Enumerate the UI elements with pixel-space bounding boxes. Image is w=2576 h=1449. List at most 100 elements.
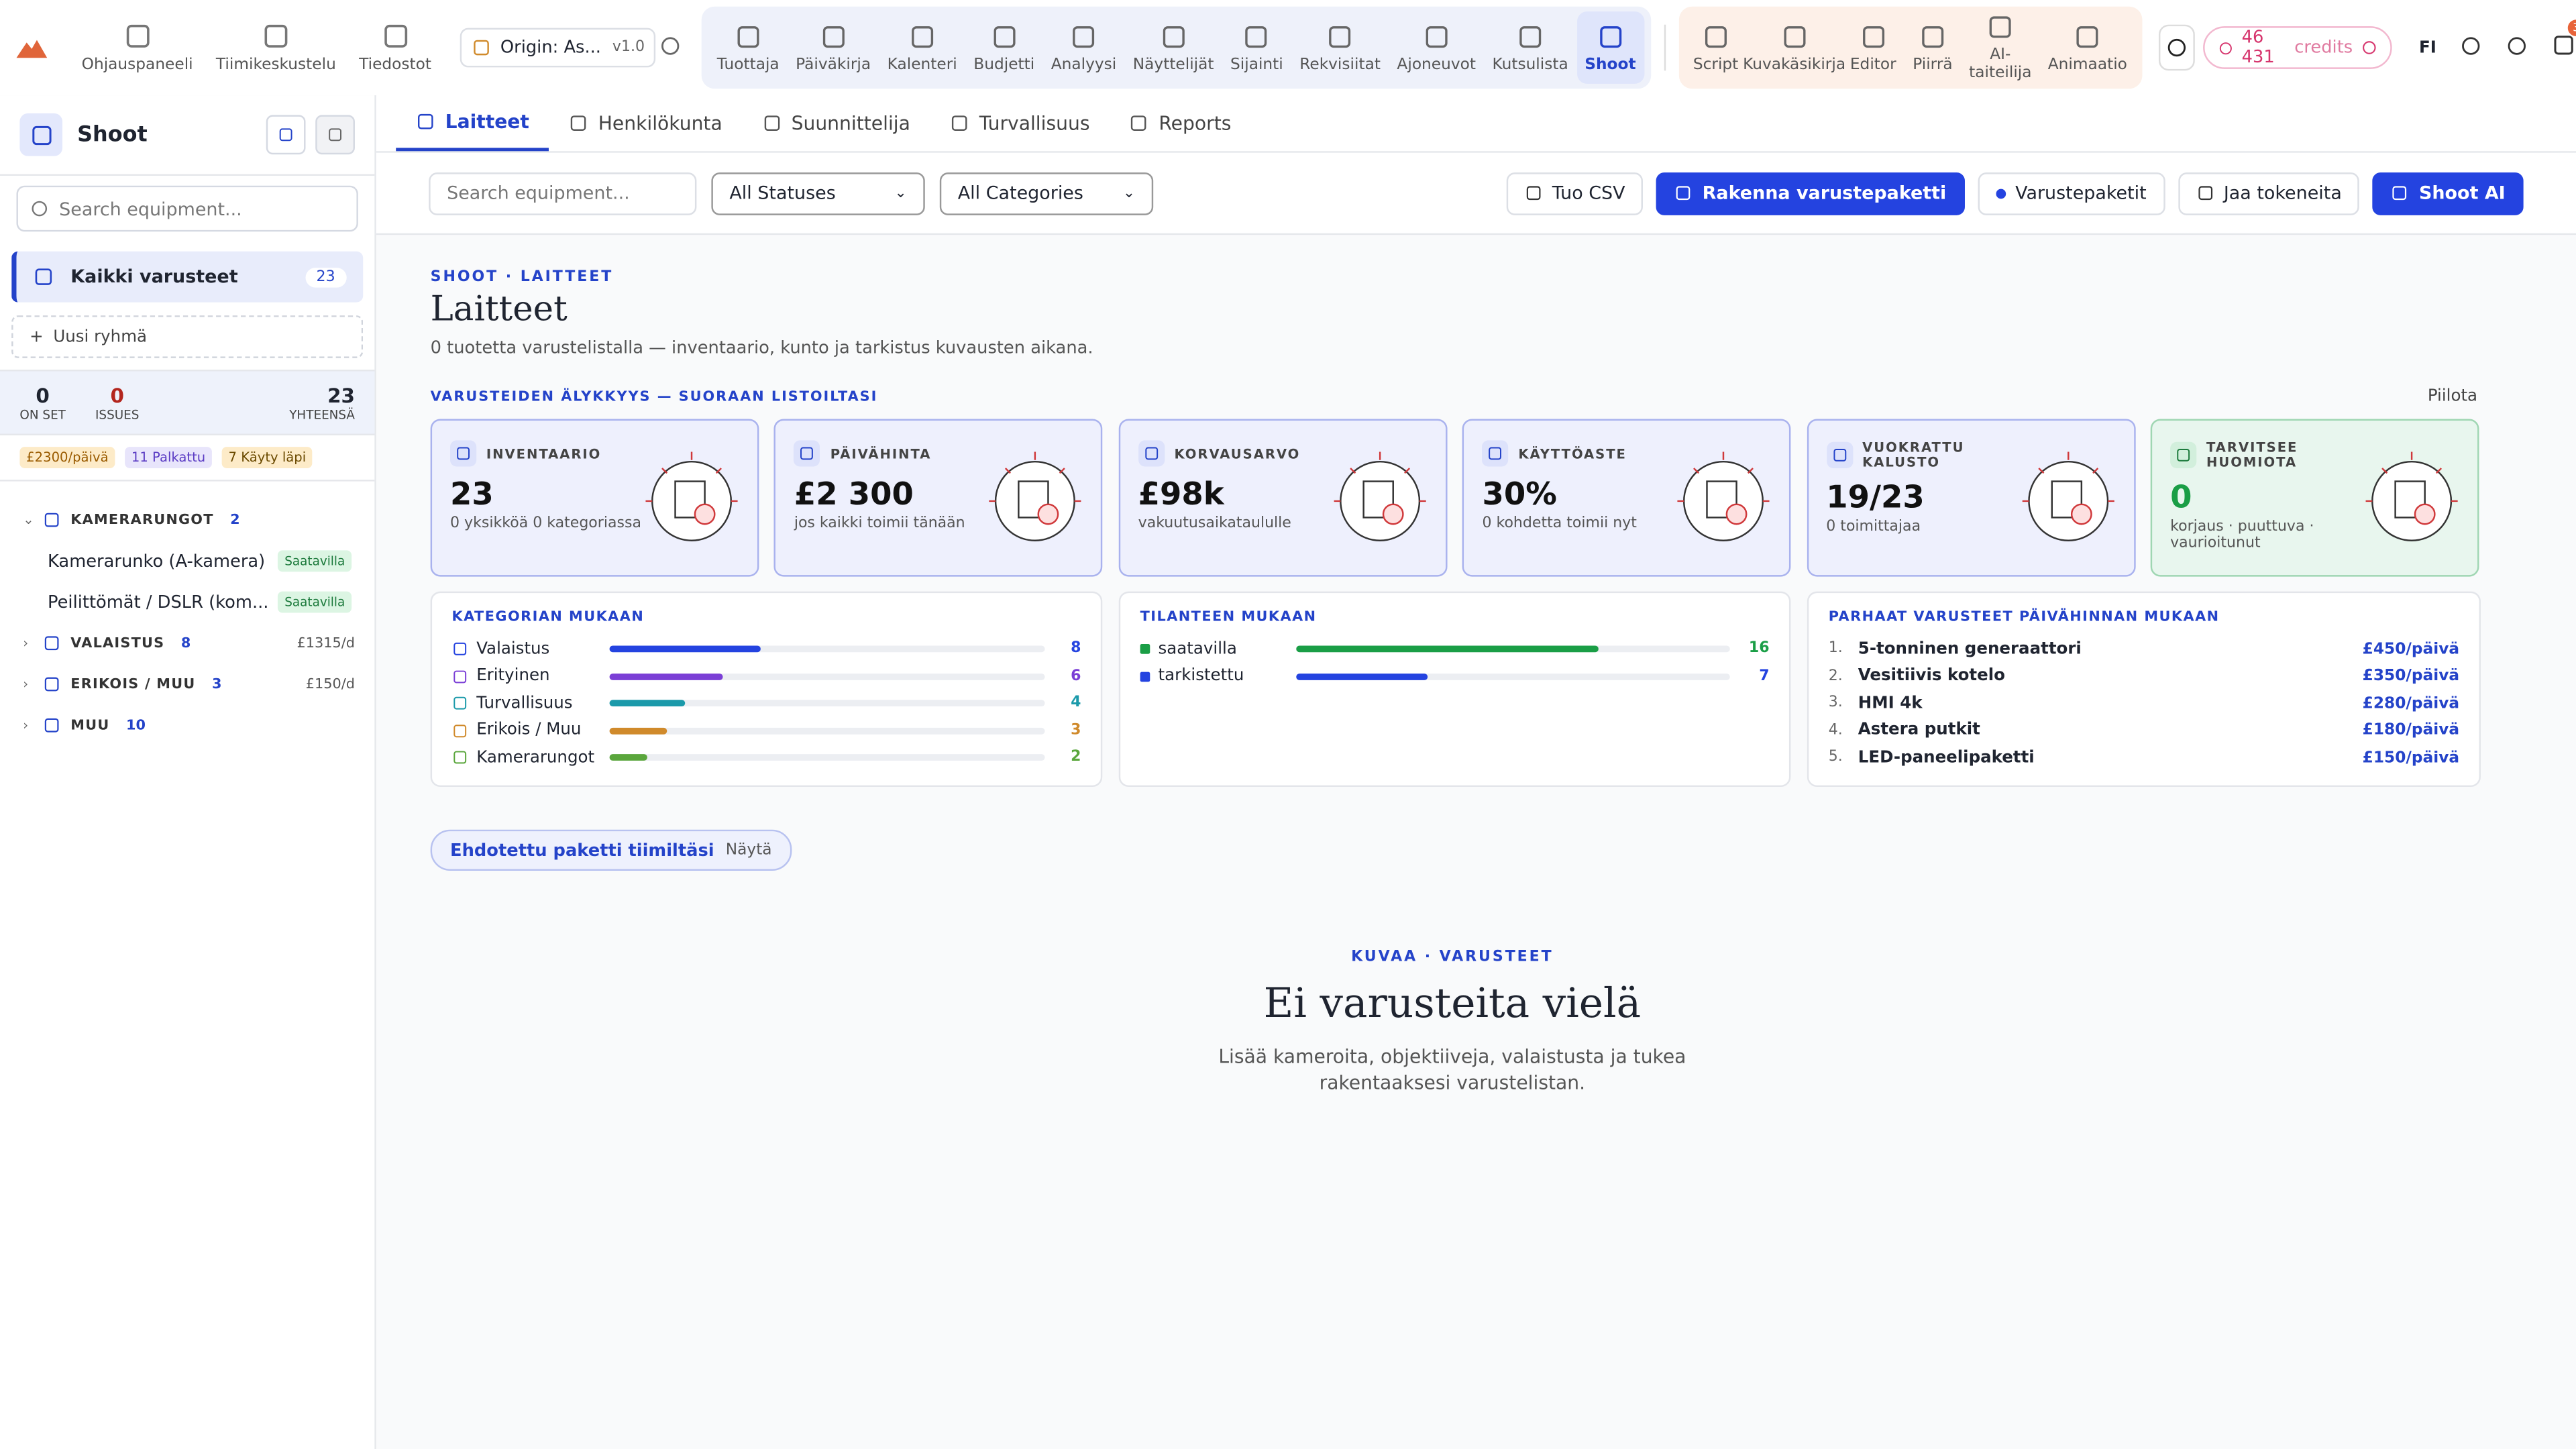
- icon: [1489, 447, 1502, 460]
- module-item[interactable]: Analyysi: [1042, 11, 1124, 84]
- project-select[interactable]: Origin: As... v1.0: [459, 28, 657, 68]
- hide-button[interactable]: Piilota: [2427, 387, 2478, 406]
- icon: [1526, 186, 1540, 201]
- card-illustration: [1677, 451, 1770, 541]
- card-illustration: [645, 451, 738, 541]
- card-value: 0: [2170, 480, 2192, 516]
- filter-select[interactable]: All Categories ⌄: [939, 171, 1154, 215]
- icon-shape: [2554, 36, 2573, 55]
- icon-shape: [279, 128, 292, 142]
- stat-label: YHTEENSÄ: [289, 407, 355, 422]
- item-name: Peilittömät / DSLR (kom...: [48, 592, 269, 612]
- tab-label: Reports: [1159, 111, 1232, 135]
- status-name: tarkistettu: [1158, 667, 1244, 686]
- page-subtitle: 0 tuotetta varustelistalla — inventaario…: [430, 338, 1093, 358]
- module-item[interactable]: Kutsulista: [1484, 11, 1576, 84]
- module-item[interactable]: Tuottaja: [709, 11, 788, 84]
- tab[interactable]: Henkilökunta: [549, 95, 742, 151]
- equipment-item[interactable]: Kamerarunko (A-kamera) Saatavilla: [0, 541, 374, 582]
- empty-state: KUVAA · VARUSTEET Ei varusteita vielä Lisä…: [1124, 950, 1781, 1096]
- module-item[interactable]: Kalenteri: [879, 11, 965, 84]
- nav-item[interactable]: Tiimikeskustelu: [205, 21, 347, 74]
- toolbar-button[interactable]: Jaa tokeneita: [2178, 171, 2360, 215]
- filter-select[interactable]: All Statuses ⌄: [711, 171, 925, 215]
- icon-shape: [822, 25, 845, 47]
- group-row[interactable]: › MUU 10: [0, 705, 374, 746]
- theme-button[interactable]: [2459, 34, 2482, 62]
- suggestion-action: Näytä: [725, 841, 772, 859]
- tool-item[interactable]: Piirrä: [1904, 11, 1961, 84]
- icon: [1989, 16, 2011, 38]
- icon-shape: [1705, 25, 1727, 47]
- category-count: 4: [1071, 695, 1081, 712]
- tag: £2300/päivä: [19, 447, 115, 468]
- settings-button[interactable]: [659, 34, 682, 62]
- toolbar-button[interactable]: Shoot AI: [2373, 171, 2524, 215]
- group-row[interactable]: › VALAISTUS 8 £1315/d: [0, 623, 374, 663]
- collapse-button[interactable]: [315, 115, 355, 155]
- icon: [1519, 25, 1542, 47]
- learn-button[interactable]: [2506, 34, 2528, 62]
- tab-label: Suunnittelija: [791, 111, 910, 135]
- toolbar: Search equipment... All Statuses ⌄ All Cate…: [376, 152, 2576, 235]
- module-item[interactable]: Päiväkirja: [788, 11, 879, 84]
- module-item[interactable]: Shoot: [1576, 11, 1644, 84]
- toolbar-button[interactable]: Varustepaketit: [1977, 171, 2165, 215]
- icon-shape: [1519, 25, 1542, 47]
- tags: £2300/päivä 11 Palkattu 7 Käyty läpi: [0, 435, 375, 482]
- add-button[interactable]: [266, 115, 306, 155]
- icon-shape: [571, 115, 586, 131]
- sidebar-search[interactable]: Search equipment...: [16, 185, 358, 232]
- credits-pill[interactable]: 46 431 credits: [2202, 26, 2393, 69]
- illustration-sparks: [2021, 451, 2114, 502]
- icon: [1599, 25, 1621, 47]
- nav-item[interactable]: Tiedostot: [347, 21, 443, 74]
- module-item[interactable]: Sijainti: [1222, 11, 1291, 84]
- stat-label: ISSUES: [95, 407, 140, 422]
- toolbar-search[interactable]: Search equipment...: [429, 171, 697, 215]
- tool-item[interactable]: Animaatio: [2040, 11, 2135, 84]
- equipment-item[interactable]: Peilittömät / DSLR (kom... Saatavilla: [0, 582, 374, 623]
- category-name: Erikois / Muu: [476, 721, 582, 740]
- language[interactable]: FI: [2418, 38, 2436, 57]
- group-row[interactable]: › ERIKOIS / MUU 3 £150/d: [0, 663, 374, 704]
- tool-item[interactable]: Kuvakäsikirja: [1743, 11, 1845, 84]
- top-item: 1. 5-tonninen generaattori £450/päivä: [1829, 636, 2459, 663]
- icon: [737, 25, 759, 47]
- group-price: £1315/d: [297, 635, 355, 652]
- module-item[interactable]: Rekvisiitat: [1291, 11, 1389, 84]
- module-item[interactable]: Näyttelijät: [1125, 11, 1222, 84]
- all-group[interactable]: Kaikki varusteet 23: [11, 251, 364, 303]
- nav-item[interactable]: Ohjauspaneeli: [70, 21, 205, 74]
- toolbar-button[interactable]: Tuo CSV: [1506, 171, 1644, 215]
- tab[interactable]: Reports: [1110, 95, 1251, 151]
- icon-shape: [662, 36, 680, 54]
- tab[interactable]: Laitteet: [396, 95, 549, 152]
- caret: ›: [23, 676, 29, 692]
- category-row: Turvallisuus 4: [451, 690, 1081, 717]
- tools-group: Script Kuvakäsikirja Editor Piirrä AI-taitei…: [1678, 6, 2142, 89]
- group-tree: ⌄ KAMERARUNGOT 2 Kamerarunko (A-kamera) Saat…: [0, 482, 374, 746]
- tool-item[interactable]: AI-taiteilija: [1961, 11, 2040, 84]
- tool-item[interactable]: Editor: [1842, 11, 1904, 84]
- tab[interactable]: Suunnittelija: [742, 95, 930, 151]
- status-panel: TILANTEEN MUKAAN saatavilla 16 tarkistettu 7: [1118, 591, 1791, 788]
- tab-label: Henkilökunta: [598, 111, 722, 135]
- suggestion-pill[interactable]: Ehdotettu paketti tiimiltäsi Näytä: [430, 829, 792, 871]
- module-item[interactable]: Ajoneuvot: [1389, 11, 1484, 84]
- notifications[interactable]: 38: [2551, 19, 2576, 62]
- tool-label: Script: [1693, 55, 1739, 73]
- chevron: ⌄: [894, 184, 907, 202]
- group-row[interactable]: ⌄ KAMERARUNGOT 2: [0, 499, 374, 540]
- tab[interactable]: Turvallisuus: [930, 95, 1110, 151]
- item-price: £180/päivä: [2362, 721, 2460, 740]
- module-item[interactable]: Budjetti: [965, 11, 1042, 84]
- toolbar-button[interactable]: Rakenna varustepaketti: [1656, 171, 1965, 215]
- search-button[interactable]: [2158, 24, 2195, 71]
- rank: 2.: [1828, 668, 1843, 685]
- tool-item[interactable]: Script: [1685, 11, 1747, 84]
- new-group[interactable]: + Uusi ryhmä: [11, 315, 364, 358]
- icon-shape: [2508, 36, 2526, 54]
